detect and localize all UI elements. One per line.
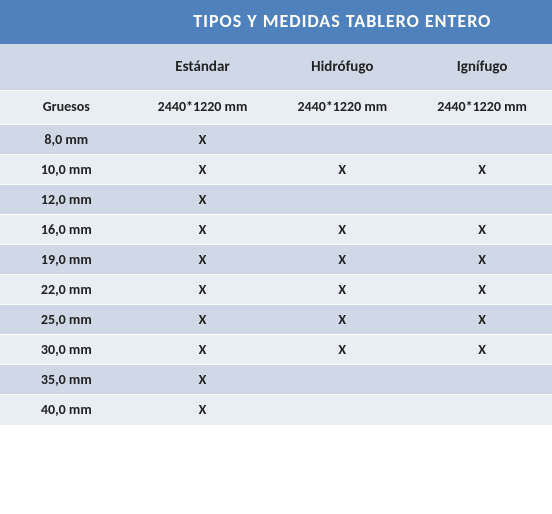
tablero-table: TIPOS Y MEDIDAS TABLERO ENTEROEstándarHi… [0, 0, 552, 425]
row-label: 25,0 mm [0, 305, 133, 335]
cell-mark: X [272, 245, 412, 275]
cell-mark: X [133, 305, 273, 335]
cell-mark [412, 125, 552, 155]
row-label: 10,0 mm [0, 155, 133, 185]
cell-mark [272, 185, 412, 215]
row-label: 22,0 mm [0, 275, 133, 305]
row-label: 12,0 mm [0, 185, 133, 215]
cell-mark [412, 395, 552, 425]
row-label-header: Gruesos [0, 91, 133, 125]
column-header-2: Ignífugo [412, 44, 552, 91]
cell-mark: X [133, 365, 273, 395]
column-header-0: Estándar [133, 44, 273, 91]
cell-mark: X [133, 275, 273, 305]
row-label: 8,0 mm [0, 125, 133, 155]
cell-mark: X [412, 215, 552, 245]
row-label: 40,0 mm [0, 395, 133, 425]
cell-mark: X [272, 335, 412, 365]
cell-mark: X [272, 215, 412, 245]
cell-mark [272, 125, 412, 155]
cell-mark [272, 395, 412, 425]
cell-mark: X [133, 185, 273, 215]
cell-mark: X [272, 155, 412, 185]
cell-mark: X [133, 335, 273, 365]
column-header-1: Hidrófugo [272, 44, 412, 91]
row-label: 19,0 mm [0, 245, 133, 275]
dimension-label-0: 2440*1220 mm [133, 91, 273, 125]
row-label: 35,0 mm [0, 365, 133, 395]
cell-mark: X [133, 155, 273, 185]
cell-mark [412, 365, 552, 395]
subhead-empty [0, 44, 133, 91]
title-empty [0, 0, 133, 44]
cell-mark: X [133, 125, 273, 155]
row-label: 16,0 mm [0, 215, 133, 245]
cell-mark: X [272, 305, 412, 335]
cell-mark: X [412, 305, 552, 335]
row-label: 30,0 mm [0, 335, 133, 365]
cell-mark: X [412, 275, 552, 305]
cell-mark [412, 185, 552, 215]
cell-mark: X [412, 155, 552, 185]
dimension-label-2: 2440*1220 mm [412, 91, 552, 125]
cell-mark: X [272, 275, 412, 305]
table-title: TIPOS Y MEDIDAS TABLERO ENTERO [133, 0, 552, 44]
cell-mark: X [133, 395, 273, 425]
cell-mark: X [412, 335, 552, 365]
cell-mark: X [133, 245, 273, 275]
cell-mark: X [412, 245, 552, 275]
cell-mark [272, 365, 412, 395]
cell-mark: X [133, 215, 273, 245]
dimension-label-1: 2440*1220 mm [272, 91, 412, 125]
